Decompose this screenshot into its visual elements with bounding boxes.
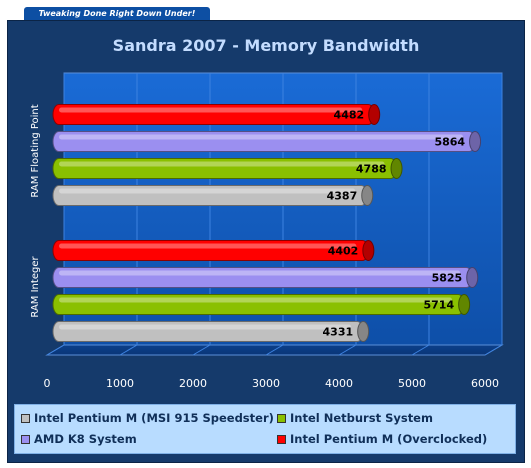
floor-gridline <box>46 344 65 356</box>
legend-swatch <box>277 413 286 423</box>
legend-swatch <box>277 434 286 444</box>
bar-highlight <box>59 324 352 330</box>
bar-value-label: 5825 <box>432 272 463 285</box>
legend-swatch <box>21 413 30 423</box>
x-tick-label: 3000 <box>252 377 280 390</box>
bar-end-cap <box>458 294 471 315</box>
legend-item: AMD K8 System <box>21 431 137 447</box>
floor-gridline <box>484 344 503 356</box>
x-tick-label: 6000 <box>471 377 499 390</box>
floor-gridline <box>192 344 211 356</box>
bar-end-cap <box>368 104 381 125</box>
bar-highlight <box>59 243 357 249</box>
legend-item: Intel Pentium M (MSI 915 Speedster) <box>21 410 274 426</box>
category-label: RAM Integer <box>30 256 41 318</box>
floor-gridline <box>265 344 284 356</box>
x-tick-label: 4000 <box>325 377 353 390</box>
legend-swatch <box>21 434 30 444</box>
x-tick-label: 0 <box>44 377 51 390</box>
legend-label: Intel Pentium M (Overclocked) <box>290 432 488 446</box>
x-tick-label: 2000 <box>179 377 207 390</box>
bar-value-label: 4387 <box>327 190 358 203</box>
floor-gridline <box>338 344 357 356</box>
floor-gridline <box>411 344 430 356</box>
bar-value-label: 4402 <box>328 245 359 258</box>
bar-highlight <box>59 161 385 167</box>
legend-label: Intel Netburst System <box>290 411 433 425</box>
bar-value-label: 4788 <box>356 163 387 176</box>
chart-title: Sandra 2007 - Memory Bandwidth <box>112 36 420 55</box>
bar-value-label: 4482 <box>334 109 365 122</box>
x-tick-label: 5000 <box>398 377 426 390</box>
legend-item: Intel Pentium M (Overclocked) <box>277 431 487 447</box>
bar-highlight <box>59 270 461 276</box>
bar-value-label: 5864 <box>434 136 465 149</box>
bar-value-label: 5714 <box>423 299 454 312</box>
category-label: RAM Floating Point <box>30 104 41 197</box>
bar-end-cap <box>361 185 374 206</box>
legend-item: Intel Netburst System <box>277 410 433 426</box>
bar-highlight <box>59 107 363 113</box>
floor-gridline <box>119 344 138 356</box>
legend-label: Intel Pentium M (MSI 915 Speedster) <box>34 411 274 425</box>
legend-label: AMD K8 System <box>34 432 137 446</box>
bar-highlight <box>59 134 464 140</box>
bar-end-cap <box>357 321 370 342</box>
bar-end-cap <box>469 131 482 152</box>
bar-value-label: 4331 <box>323 326 354 339</box>
chart-legend: Intel Pentium M (MSI 915 Speedster) Inte… <box>14 404 516 454</box>
bar-end-cap <box>390 158 403 179</box>
bar-highlight <box>59 188 356 194</box>
bar-end-cap <box>362 240 375 261</box>
bar-highlight <box>59 297 453 303</box>
site-banner: Tweaking Done Right Down Under! <box>24 7 210 20</box>
bar-end-cap <box>466 267 479 288</box>
x-tick-label: 1000 <box>106 377 134 390</box>
